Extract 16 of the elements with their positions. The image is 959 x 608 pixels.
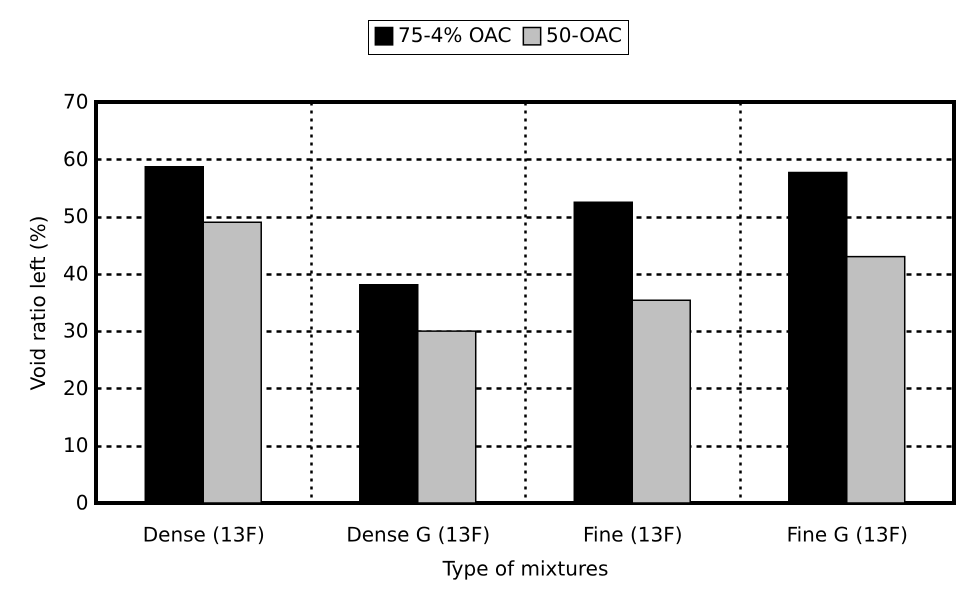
- y-tick-label: 30: [63, 318, 88, 343]
- y-tick-label: 70: [63, 90, 88, 114]
- x-tick-label: Dense G (13F): [346, 522, 490, 546]
- legend-label: 50-OAC: [546, 23, 622, 48]
- x-tick-label: Fine G (13F): [786, 522, 908, 546]
- legend-label: 75-4% OAC: [398, 23, 512, 48]
- y-tick-label: 50: [63, 204, 88, 228]
- x-axis-title: Type of mixtures: [442, 556, 608, 580]
- x-tick-label: Dense (13F): [142, 522, 265, 546]
- y-tick-label: 40: [63, 261, 88, 286]
- y-tick-label: 60: [63, 146, 88, 171]
- x-tick-label: Fine (13F): [582, 522, 683, 546]
- y-tick-label: 20: [63, 376, 88, 400]
- y-tick-label: 10: [63, 433, 88, 458]
- y-tick-label: 0: [76, 490, 88, 514]
- y-axis-title: Void ratio left (%): [26, 216, 50, 390]
